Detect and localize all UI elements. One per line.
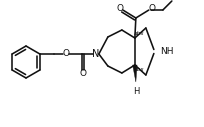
Text: N: N <box>92 49 99 59</box>
Text: H: H <box>132 87 138 96</box>
Text: O: O <box>148 4 155 12</box>
Text: abs: abs <box>133 31 144 36</box>
Text: abs: abs <box>133 67 144 72</box>
Polygon shape <box>132 65 136 82</box>
Text: O: O <box>80 69 86 78</box>
Text: O: O <box>116 4 123 12</box>
Text: O: O <box>62 50 69 59</box>
Text: NH: NH <box>159 47 173 56</box>
